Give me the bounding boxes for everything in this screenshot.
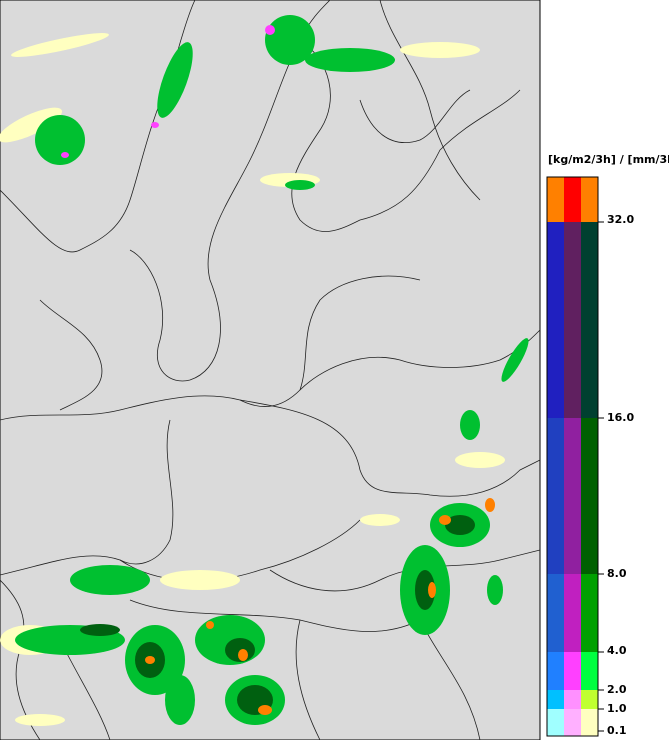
legend-ticks (598, 221, 604, 732)
precipitation-snow (61, 25, 275, 158)
legend-tick-label: 16.0 (607, 411, 634, 424)
legend-tick-label: 1.0 (607, 702, 627, 715)
legend-tick-label: 4.0 (607, 644, 627, 657)
precipitation-extreme (145, 498, 495, 715)
precipitation-heavy (80, 515, 475, 715)
map-area (0, 0, 541, 740)
legend-tick-label: 0.1 (607, 724, 627, 737)
legend-tick-label: 2.0 (607, 683, 627, 696)
legend: [kg/m2/3h] / [mm/3h] 0.1 1.0 2.0 4.0 8.0… (546, 153, 669, 737)
legend-tick-label: 32.0 (607, 213, 634, 226)
legend-title: [kg/m2/3h] / [mm/3h] (548, 153, 669, 166)
legend-tick-labels: 0.1 1.0 2.0 4.0 8.0 16.0 32.0 (607, 213, 634, 737)
legend-tick-label: 8.0 (607, 567, 627, 580)
legend-colorbar (546, 176, 599, 737)
